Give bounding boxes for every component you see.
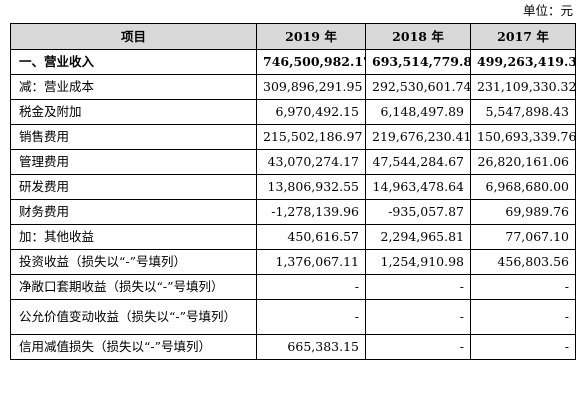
row-label: 管理费用 bbox=[10, 149, 257, 175]
value-2017: - bbox=[470, 334, 576, 360]
row-label: 加：其他收益 bbox=[10, 224, 257, 250]
header-item: 项目 bbox=[10, 23, 257, 50]
table-row: 净敞口套期收益（损失以“-”号填列） - - - bbox=[10, 274, 576, 300]
value-2018: - bbox=[365, 299, 471, 335]
value-2019: 1,376,067.11 bbox=[256, 249, 366, 275]
row-label: 投资收益（损失以“-”号填列） bbox=[10, 249, 257, 275]
table-header-row: 项目 2019 年 2018 年 2017 年 bbox=[10, 23, 576, 50]
value-2017: 150,693,339.76 bbox=[470, 124, 576, 150]
value-2017: - bbox=[470, 299, 576, 335]
table-row: 加：其他收益 450,616.57 2,294,965.81 77,067.10 bbox=[10, 224, 576, 250]
header-2018: 2018 年 bbox=[365, 23, 471, 50]
value-2017: 6,968,680.00 bbox=[470, 174, 576, 200]
value-2018: 693,514,779.88 bbox=[365, 49, 471, 75]
row-label: 净敞口套期收益（损失以“-”号填列） bbox=[10, 274, 257, 300]
value-2018: 6,148,497.89 bbox=[365, 99, 471, 125]
unit-label: 单位：元 bbox=[522, 3, 573, 18]
value-2017: 26,820,161.06 bbox=[470, 149, 576, 175]
row-label: 财务费用 bbox=[10, 199, 257, 225]
value-2019: - bbox=[256, 299, 366, 335]
row-label: 减：营业成本 bbox=[10, 74, 257, 100]
table-row: 销售费用 215,502,186.97 219,676,230.41 150,693,… bbox=[10, 124, 576, 150]
table-row: 财务费用 -1,278,139.96 -935,057.87 69,989.76 bbox=[10, 199, 576, 225]
table-body: 一、营业收入 746,500,982.17 693,514,779.88 499,26… bbox=[10, 49, 576, 360]
value-2017: 456,803.56 bbox=[470, 249, 576, 275]
table-row: 投资收益（损失以“-”号填列） 1,376,067.11 1,254,910.98 4… bbox=[10, 249, 576, 275]
value-2017: 77,067.10 bbox=[470, 224, 576, 250]
value-2018: 1,254,910.98 bbox=[365, 249, 471, 275]
value-2019: 13,806,932.55 bbox=[256, 174, 366, 200]
value-2017: 5,547,898.43 bbox=[470, 99, 576, 125]
table-row: 减：营业成本 309,896,291.95 292,530,601.74 231,10… bbox=[10, 74, 576, 100]
value-2019: 6,970,492.15 bbox=[256, 99, 366, 125]
row-label: 研发费用 bbox=[10, 174, 257, 200]
income-statement-table: 项目 2019 年 2018 年 2017 年 一、营业收入 746,500,98… bbox=[10, 23, 576, 360]
value-2019: 665,383.15 bbox=[256, 334, 366, 360]
table-row: 公允价值变动收益（损失以“-”号填列） - - - bbox=[10, 299, 576, 335]
row-label: 公允价值变动收益（损失以“-”号填列） bbox=[10, 299, 257, 335]
value-2018: 219,676,230.41 bbox=[365, 124, 471, 150]
row-label: 销售费用 bbox=[10, 124, 257, 150]
value-2018: 47,544,284.67 bbox=[365, 149, 471, 175]
table-row: 管理费用 43,070,274.17 47,544,284.67 26,820,161… bbox=[10, 149, 576, 175]
value-2018: - bbox=[365, 274, 471, 300]
value-2017: - bbox=[470, 274, 576, 300]
table-row: 一、营业收入 746,500,982.17 693,514,779.88 499,26… bbox=[10, 49, 576, 75]
value-2019: 450,616.57 bbox=[256, 224, 366, 250]
value-2018: 2,294,965.81 bbox=[365, 224, 471, 250]
header-2019: 2019 年 bbox=[256, 23, 366, 50]
value-2018: 292,530,601.74 bbox=[365, 74, 471, 100]
value-2017: 69,989.76 bbox=[470, 199, 576, 225]
value-2019: 43,070,274.17 bbox=[256, 149, 366, 175]
value-2019: - bbox=[256, 274, 366, 300]
value-2018: 14,963,478.64 bbox=[365, 174, 471, 200]
value-2019: 309,896,291.95 bbox=[256, 74, 366, 100]
table-row: 研发费用 13,806,932.55 14,963,478.64 6,968,680.… bbox=[10, 174, 576, 200]
table-row: 信用减值损失（损失以“-”号填列） 665,383.15- - bbox=[10, 334, 576, 360]
value-2019: -1,278,139.96 bbox=[256, 199, 366, 225]
header-2017: 2017 年 bbox=[470, 23, 576, 50]
value-2018: - bbox=[365, 334, 471, 360]
row-label: 信用减值损失（损失以“-”号填列） bbox=[10, 334, 257, 360]
value-2017: 499,263,419.39 bbox=[470, 49, 576, 75]
value-2018: -935,057.87 bbox=[365, 199, 471, 225]
row-label: 一、营业收入 bbox=[10, 49, 257, 75]
row-label: 税金及附加 bbox=[10, 99, 257, 125]
value-2017: 231,109,330.32 bbox=[470, 74, 576, 100]
value-2019: 215,502,186.97 bbox=[256, 124, 366, 150]
value-2019: 746,500,982.17 bbox=[256, 49, 366, 75]
table-row: 税金及附加 6,970,492.15 6,148,497.89 5,547,898.4… bbox=[10, 99, 576, 125]
